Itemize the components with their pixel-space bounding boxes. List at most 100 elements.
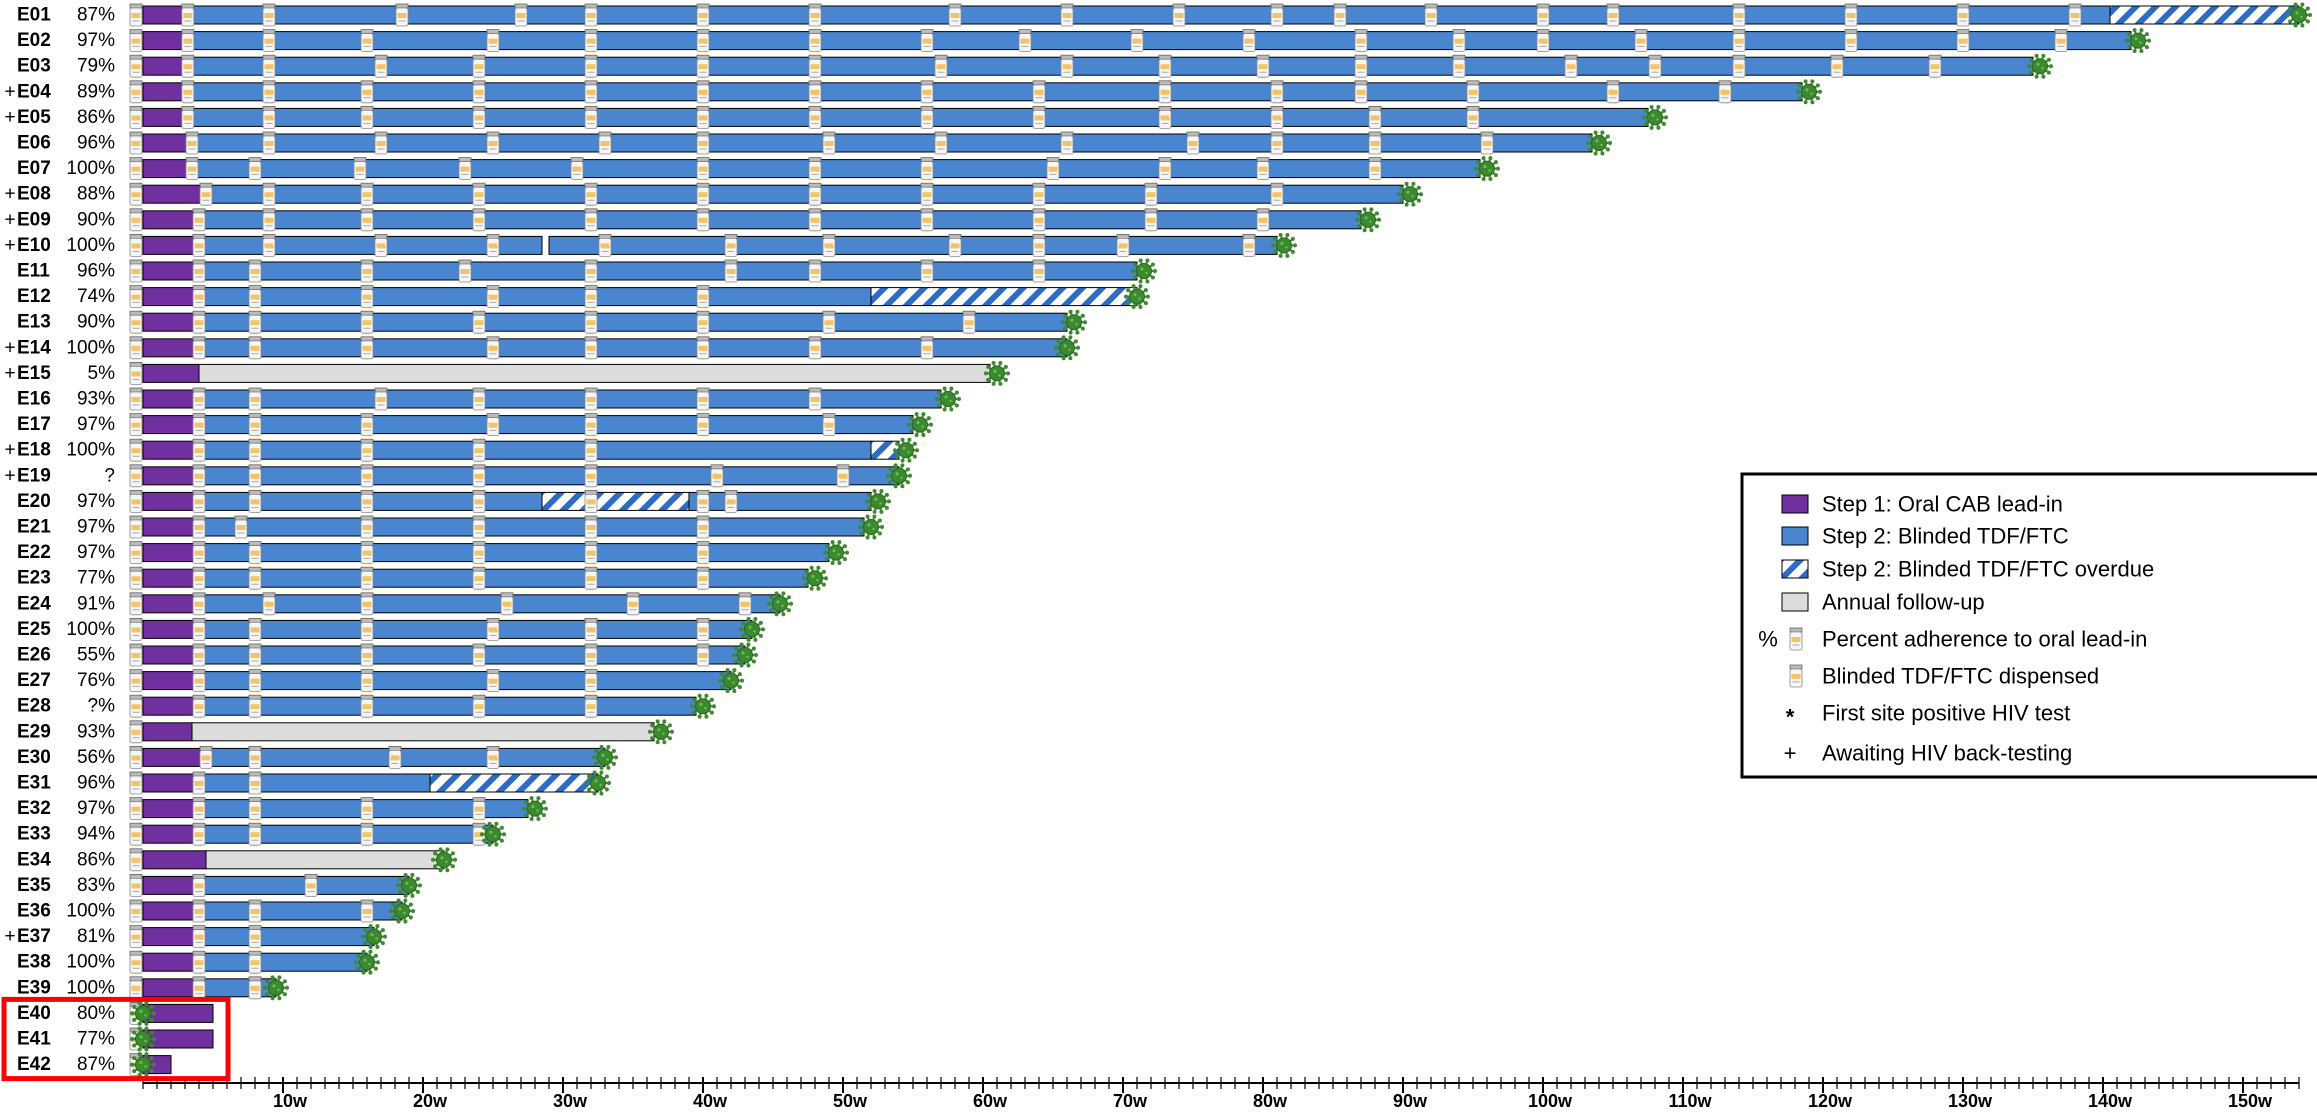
participant-id: E03	[17, 56, 51, 77]
pill-bottle-icon	[472, 438, 486, 462]
participant-id: E18	[17, 440, 51, 461]
awaiting-cross-icon: +	[4, 337, 15, 358]
pill-bottle-icon	[1732, 29, 1746, 52]
x-tick-label: 30w	[553, 1091, 588, 1111]
pill-bottle-icon	[199, 746, 213, 769]
participant-row-e19: + E19?	[4, 463, 912, 489]
adherence-pill-icon	[129, 131, 143, 155]
pill-bottle-icon	[808, 182, 822, 206]
pill-bottle-icon	[185, 131, 199, 155]
adherence-value: 91%	[77, 593, 115, 614]
virus-icon	[865, 488, 891, 514]
awaiting-cross-icon: +	[4, 235, 15, 256]
lead-in-bar	[142, 466, 200, 486]
pill-bottle-icon	[1186, 131, 1200, 155]
participant-id: E37	[17, 926, 51, 947]
pill-bottle-icon	[822, 233, 836, 257]
pill-bottle-icon	[584, 80, 598, 104]
pill-bottle-icon	[1172, 3, 1186, 27]
pill-bottle-icon	[360, 182, 374, 206]
pill-bottle-icon	[696, 489, 710, 513]
participant-id: E26	[17, 645, 51, 666]
lead-in-bar	[142, 978, 200, 998]
pill-bottle-icon	[1256, 157, 1270, 181]
pill-bottle-icon	[262, 54, 276, 78]
pill-bottle-icon	[822, 310, 836, 334]
pill-bottle-icon	[486, 285, 500, 309]
pill-bottle-icon	[920, 157, 934, 181]
blinded-bar	[198, 261, 1138, 281]
adherence-value: 96%	[77, 261, 115, 282]
pill-bottle-icon	[1333, 3, 1347, 27]
adherence-value: 77%	[77, 568, 115, 589]
participant-row-e08: + E08 88%	[4, 181, 1423, 207]
pill-bottle-icon	[248, 438, 262, 462]
participant-row-e05: + E05 86%	[4, 104, 1668, 130]
pill-bottle-icon	[808, 54, 822, 78]
pill-bottle-icon	[920, 29, 934, 52]
pill-bottle-icon	[304, 874, 318, 897]
participant-id: E07	[17, 158, 51, 179]
lead-in-bar	[142, 875, 200, 895]
adherence-pill-icon	[129, 438, 143, 462]
pill-bottle-icon	[1256, 54, 1270, 78]
virus-icon	[1061, 309, 1087, 335]
pill-bottle-icon	[181, 3, 195, 27]
participant-row-e27: E27 76%	[17, 668, 744, 694]
virus-icon	[130, 1000, 156, 1026]
participant-id: E23	[17, 568, 51, 589]
adherence-pill-icon	[129, 413, 143, 437]
pill-bottle-icon	[192, 259, 206, 283]
blinded-bar	[187, 31, 2132, 51]
pill-bottle-icon	[1130, 29, 1144, 52]
adherence-value: 86%	[77, 107, 115, 128]
pill-bottle-icon	[934, 54, 948, 78]
pill-bottle-icon	[262, 106, 276, 129]
pill-bottle-icon	[248, 387, 262, 411]
adherence-pill-icon	[129, 592, 143, 616]
pill-bottle-icon	[360, 285, 374, 309]
legend-label: Blinded TDF/FTC dispensed	[1822, 664, 2099, 689]
blinded-bar	[198, 389, 942, 409]
adherence-value: 80%	[77, 1003, 115, 1024]
adherence-value: 87%	[77, 1054, 115, 1075]
pill-bottle-icon	[1368, 131, 1382, 155]
adherence-pill-icon	[129, 106, 143, 129]
participant-row-e21: E21 97%	[17, 514, 884, 540]
pill-bottle-icon	[192, 208, 206, 232]
virus-icon	[361, 924, 387, 950]
lead-in-bar	[142, 31, 189, 51]
pill-bottle-icon	[192, 413, 206, 437]
lead-in-swatch	[1781, 494, 1809, 514]
pill-bottle-icon	[248, 950, 262, 974]
adherence-pill-icon	[129, 976, 143, 1000]
pill-bottle-icon	[192, 541, 206, 564]
virus-icon	[1355, 207, 1381, 233]
pill-bottle-icon	[696, 54, 710, 78]
participant-row-e22: E22 97%	[17, 540, 849, 566]
pill-bottle-icon	[360, 106, 374, 129]
participant-id: E19	[17, 465, 51, 486]
virus-icon	[1131, 258, 1157, 284]
pill-bottle-icon	[360, 464, 374, 488]
pill-bottle-icon	[584, 29, 598, 52]
blinded-bar	[187, 82, 1803, 102]
pill-bottle-icon	[1368, 157, 1382, 181]
pill-bottle-icon	[486, 233, 500, 257]
pill-bottle-icon	[1158, 106, 1172, 129]
participant-id: E27	[17, 670, 51, 691]
pill-bottle-icon	[248, 694, 262, 718]
pill-bottle-icon	[696, 643, 710, 667]
pill-bottle-icon	[374, 233, 388, 257]
legend-label: Percent adherence to oral lead-in	[1822, 627, 2147, 652]
pill-bottle-icon	[598, 131, 612, 155]
pill-bottle-icon	[696, 336, 710, 360]
pill-bottle-icon	[696, 106, 710, 129]
pill-bottle-icon	[1536, 29, 1550, 52]
pill-bottle-icon	[486, 131, 500, 155]
pill-bottle-icon	[1480, 131, 1494, 155]
adherence-value: 100%	[66, 235, 115, 256]
pill-bottle-icon	[696, 80, 710, 104]
legend-item: Step 2: Blinded TDF/FTC overdue	[1781, 557, 2154, 582]
pill-bottle-icon	[1452, 29, 1466, 52]
